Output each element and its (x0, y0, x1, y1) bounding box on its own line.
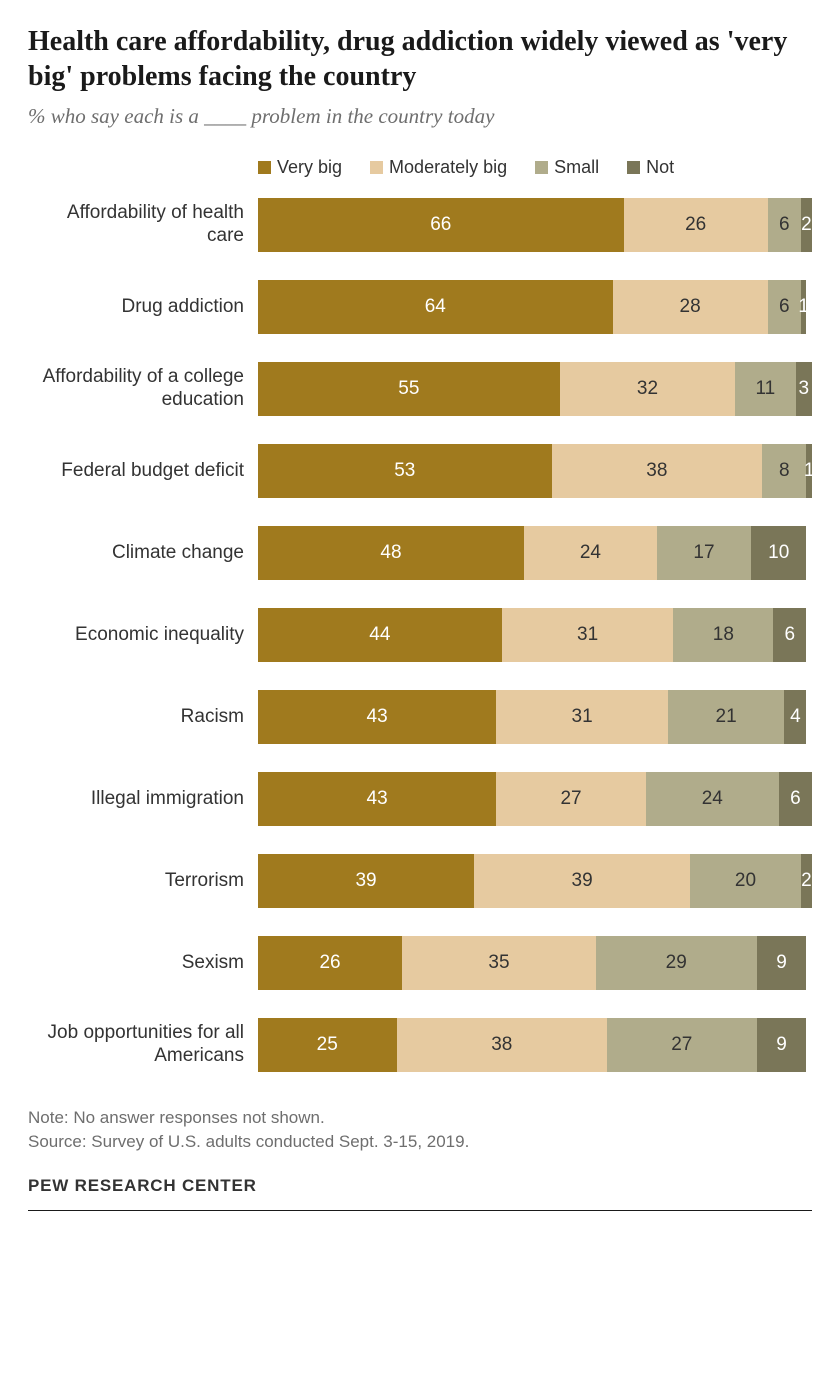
row-label: Economic inequality (28, 624, 258, 647)
row-label: Federal budget deficit (28, 460, 258, 483)
bar-segment: 1 (801, 280, 807, 334)
bar-track: 3939202 (258, 854, 812, 908)
legend-swatch (258, 161, 271, 174)
bar-segment: 32 (560, 362, 736, 416)
chart-row: Economic inequality4431186 (28, 608, 812, 662)
bar-segment: 24 (524, 526, 657, 580)
bar-segment: 31 (502, 608, 674, 662)
chart-row: Illegal immigration4327246 (28, 772, 812, 826)
chart-row: Affordability of health care662662 (28, 198, 812, 252)
bar-segment: 1 (806, 444, 812, 498)
bar-track: 2635299 (258, 936, 812, 990)
chart-row: Terrorism3939202 (28, 854, 812, 908)
row-label: Illegal immigration (28, 788, 258, 811)
bar-segment: 44 (258, 608, 502, 662)
legend: Very big Moderately big Small Not (258, 157, 812, 178)
bar-track: 48241710 (258, 526, 812, 580)
legend-item: Very big (258, 157, 342, 178)
bar-segment: 6 (768, 280, 801, 334)
bar-segment: 28 (613, 280, 768, 334)
chart-row: Job opportunities for all Americans25382… (28, 1018, 812, 1072)
bar-segment: 3 (796, 362, 812, 416)
legend-label: Moderately big (389, 157, 507, 178)
chart-row: Federal budget deficit533881 (28, 444, 812, 498)
bar-segment: 25 (258, 1018, 397, 1072)
bar-track: 4327246 (258, 772, 812, 826)
legend-label: Very big (277, 157, 342, 178)
bar-track: 5532113 (258, 362, 812, 416)
bar-segment: 31 (496, 690, 668, 744)
bar-segment: 48 (258, 526, 524, 580)
bar-segment: 38 (397, 1018, 608, 1072)
row-label: Drug addiction (28, 296, 258, 319)
legend-item: Not (627, 157, 674, 178)
row-label: Job opportunities for all Americans (28, 1022, 258, 1068)
legend-swatch (627, 161, 640, 174)
bar-segment: 2 (801, 854, 812, 908)
chart-row: Affordability of a college education5532… (28, 362, 812, 416)
bar-segment: 43 (258, 772, 496, 826)
row-label: Sexism (28, 952, 258, 975)
note-line: Note: No answer responses not shown. (28, 1108, 325, 1127)
bar-segment: 24 (646, 772, 779, 826)
bar-segment: 53 (258, 444, 552, 498)
legend-swatch (535, 161, 548, 174)
bar-segment: 39 (474, 854, 690, 908)
bar-segment: 64 (258, 280, 613, 334)
stacked-bar-chart: Affordability of health care662662Drug a… (28, 198, 812, 1072)
bar-segment: 27 (496, 772, 646, 826)
row-label: Affordability of health care (28, 202, 258, 248)
bar-segment: 4 (784, 690, 806, 744)
chart-note: Note: No answer responses not shown. Sou… (28, 1106, 812, 1154)
bar-track: 4331214 (258, 690, 812, 744)
chart-subtitle: % who say each is a ____ problem in the … (28, 104, 812, 129)
bar-segment: 17 (657, 526, 751, 580)
legend-label: Small (554, 157, 599, 178)
row-label: Climate change (28, 542, 258, 565)
chart-row: Sexism2635299 (28, 936, 812, 990)
source-name: PEW RESEARCH CENTER (28, 1176, 812, 1196)
bar-segment: 43 (258, 690, 496, 744)
legend-item: Moderately big (370, 157, 507, 178)
bar-segment: 10 (751, 526, 806, 580)
row-label: Terrorism (28, 870, 258, 893)
bar-segment: 6 (768, 198, 801, 252)
bar-segment: 27 (607, 1018, 757, 1072)
chart-row: Racism4331214 (28, 690, 812, 744)
bar-segment: 26 (258, 936, 402, 990)
bar-track: 662662 (258, 198, 812, 252)
bar-segment: 39 (258, 854, 474, 908)
bar-segment: 66 (258, 198, 624, 252)
bar-segment: 55 (258, 362, 560, 416)
bar-segment: 6 (779, 772, 812, 826)
legend-item: Small (535, 157, 599, 178)
row-label: Affordability of a college education (28, 366, 258, 412)
source-line: Source: Survey of U.S. adults conducted … (28, 1132, 469, 1151)
bar-segment: 9 (757, 1018, 807, 1072)
bar-segment: 2 (801, 198, 812, 252)
legend-label: Not (646, 157, 674, 178)
bar-segment: 20 (690, 854, 801, 908)
bar-segment: 38 (552, 444, 763, 498)
bar-segment: 26 (624, 198, 768, 252)
bar-segment: 35 (402, 936, 596, 990)
bar-segment: 11 (735, 362, 795, 416)
chart-row: Climate change48241710 (28, 526, 812, 580)
bar-segment: 6 (773, 608, 806, 662)
row-label: Racism (28, 706, 258, 729)
bar-segment: 21 (668, 690, 784, 744)
legend-swatch (370, 161, 383, 174)
bar-track: 642861 (258, 280, 812, 334)
chart-row: Drug addiction642861 (28, 280, 812, 334)
bar-segment: 18 (673, 608, 773, 662)
chart-title: Health care affordability, drug addictio… (28, 24, 812, 94)
bar-track: 533881 (258, 444, 812, 498)
bar-segment: 29 (596, 936, 757, 990)
bar-track: 4431186 (258, 608, 812, 662)
bar-segment: 8 (762, 444, 806, 498)
bar-track: 2538279 (258, 1018, 812, 1072)
bar-segment: 9 (757, 936, 807, 990)
footer-rule (28, 1210, 812, 1211)
